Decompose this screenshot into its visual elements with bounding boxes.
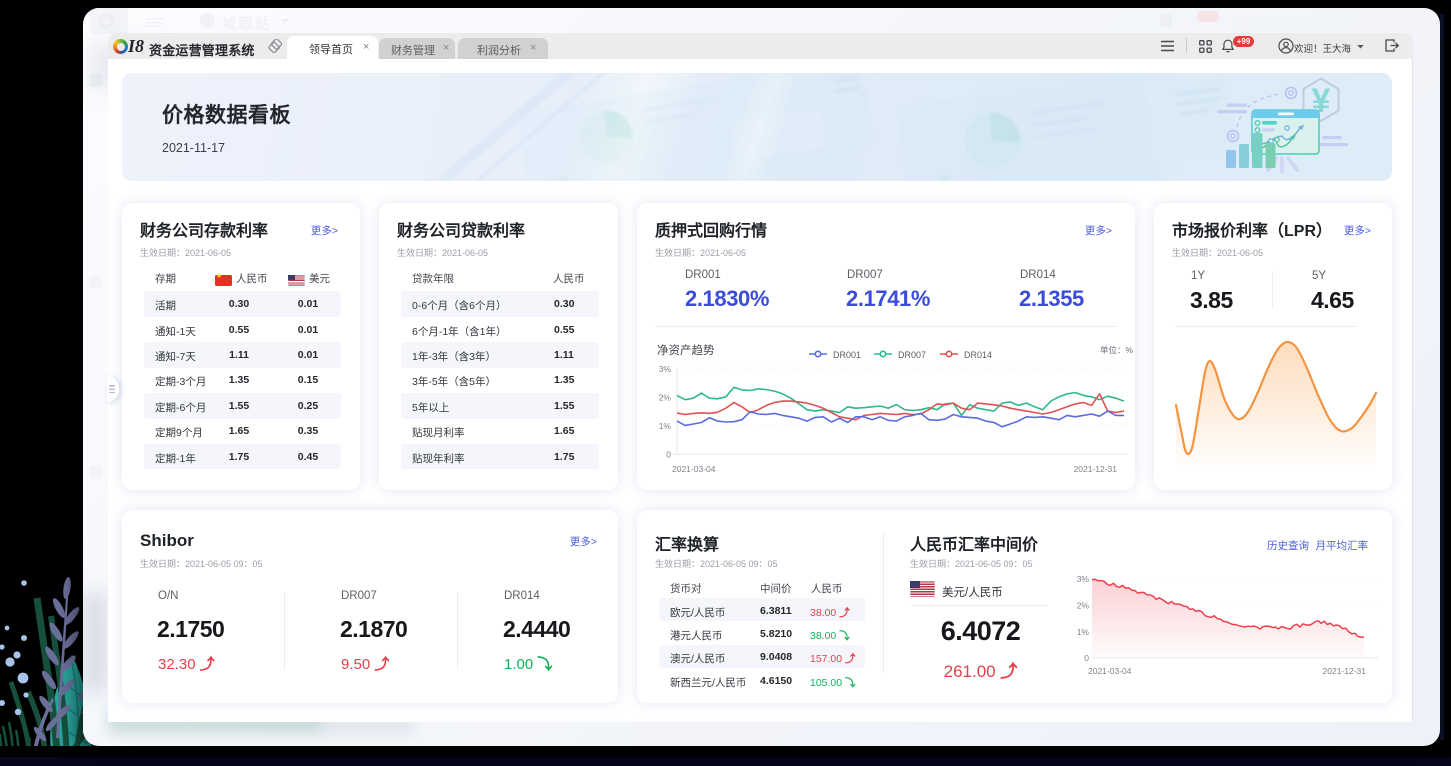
svg-text:2%: 2% (659, 393, 672, 403)
svg-text:1%: 1% (659, 421, 672, 431)
svg-text:2021-03-04: 2021-03-04 (1088, 666, 1132, 676)
svg-text:3%: 3% (659, 364, 672, 374)
svg-text:3%: 3% (1077, 574, 1090, 584)
svg-text:2021-12-31: 2021-12-31 (1074, 464, 1118, 474)
svg-text:DR014: DR014 (964, 350, 992, 360)
svg-text:2021-03-04: 2021-03-04 (672, 464, 716, 474)
svg-text:2021-12-31: 2021-12-31 (1323, 666, 1367, 676)
svg-text:DR001: DR001 (833, 350, 861, 360)
svg-text:1%: 1% (1077, 627, 1090, 637)
svg-text:0: 0 (666, 450, 671, 460)
svg-text:DR007: DR007 (898, 350, 926, 360)
svg-text:2%: 2% (1077, 601, 1090, 611)
svg-text:0: 0 (1084, 653, 1089, 663)
